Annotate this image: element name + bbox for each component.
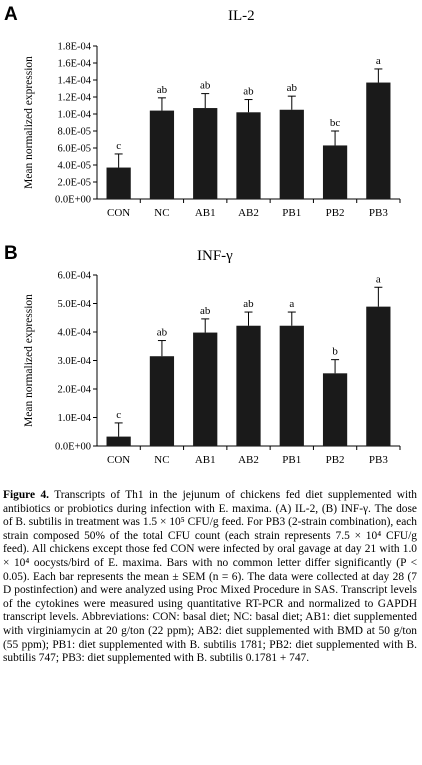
caption-text: Transcripts of Th1 in the jejunum of chi… bbox=[3, 489, 417, 665]
y-tick-label: 0.0E+00 bbox=[55, 195, 91, 206]
x-tick-label: AB2 bbox=[238, 454, 259, 466]
x-tick-label: PB1 bbox=[282, 454, 301, 466]
x-tick-label: PB2 bbox=[326, 454, 345, 466]
y-tick-label: 0.0E+00 bbox=[55, 442, 91, 453]
bar bbox=[322, 145, 348, 199]
y-axis-label: Mean normalized expression bbox=[23, 56, 35, 189]
x-tick-label: CON bbox=[107, 207, 130, 219]
panel-a: A IL-2 0.0E+00 2.0E-05 4.0E-05 6.0E-05 8.0E-… bbox=[0, 4, 422, 226]
il2-bar-chart: 0.0E+00 2.0E-05 4.0E-05 6.0E-05 8.0E-05 1.0E-… bbox=[23, 42, 401, 219]
y-tick-label: 1.2E-04 bbox=[57, 93, 91, 104]
significance-letter: a bbox=[376, 273, 381, 285]
bar bbox=[106, 167, 131, 199]
inf-gamma-bar-chart: 0.0E+00 1.0E-04 2.0E-04 3.0E-04 4.0E-04 5.0E-… bbox=[23, 271, 401, 466]
significance-letter: ab bbox=[200, 80, 211, 92]
significance-letter: c bbox=[116, 140, 121, 152]
y-tick-label: 4.0E-05 bbox=[57, 161, 91, 172]
significance-letter: bc bbox=[330, 117, 341, 129]
significance-letter: ab bbox=[243, 298, 254, 310]
x-tick-label: AB1 bbox=[195, 207, 216, 219]
bar bbox=[106, 436, 131, 446]
bar bbox=[366, 306, 391, 446]
x-tick-label: AB1 bbox=[195, 454, 216, 466]
panel-letter: B bbox=[4, 243, 18, 264]
bar bbox=[279, 109, 304, 199]
bar bbox=[279, 325, 304, 446]
chart-title: INF-γ bbox=[197, 248, 233, 264]
bar bbox=[322, 373, 348, 446]
x-tick-label: NC bbox=[154, 454, 169, 466]
y-tick-label: 1.6E-04 bbox=[57, 59, 91, 70]
x-tick-label: PB2 bbox=[326, 207, 345, 219]
x-tick-label: AB2 bbox=[238, 207, 259, 219]
panel-letter: A bbox=[4, 4, 18, 25]
y-tick-label: 6.0E-05 bbox=[57, 144, 91, 155]
y-tick-label: 1.4E-04 bbox=[57, 76, 91, 87]
significance-letter: ab bbox=[157, 84, 168, 96]
bar bbox=[236, 112, 261, 199]
significance-letter: a bbox=[376, 55, 381, 67]
figure-caption: Figure 4. Transcripts of Th1 in the jeju… bbox=[3, 489, 417, 666]
y-tick-label: 3.0E-04 bbox=[57, 356, 91, 367]
x-tick-label: CON bbox=[107, 454, 130, 466]
significance-letter: ab bbox=[243, 86, 254, 98]
significance-letter: a bbox=[289, 298, 294, 310]
y-tick-label: 1.0E-04 bbox=[57, 413, 91, 424]
y-tick-label: 2.0E-05 bbox=[57, 178, 91, 189]
chart-title: IL-2 bbox=[228, 8, 255, 24]
y-tick-label: 2.0E-04 bbox=[57, 385, 91, 396]
caption-label: Figure 4. bbox=[3, 489, 50, 501]
y-axis-label: Mean normalized expression bbox=[23, 294, 35, 427]
significance-letter: ab bbox=[157, 327, 168, 339]
x-tick-label: PB3 bbox=[369, 207, 388, 219]
x-tick-label: PB1 bbox=[282, 207, 301, 219]
x-tick-label: NC bbox=[154, 207, 169, 219]
significance-letter: ab bbox=[200, 305, 211, 317]
y-tick-label: 1.0E-04 bbox=[57, 110, 91, 121]
y-tick-label: 8.0E-05 bbox=[57, 127, 91, 138]
y-tick-label: 4.0E-04 bbox=[57, 328, 91, 339]
significance-letter: c bbox=[116, 409, 121, 421]
significance-letter: ab bbox=[287, 82, 298, 94]
bar bbox=[366, 82, 391, 199]
bar bbox=[193, 108, 218, 199]
bar bbox=[149, 110, 175, 199]
significance-letter: b bbox=[332, 346, 338, 358]
panel-b: B INF-γ 0.0E+00 1.0E-04 2.0E-04 3.0E-04 4.0E… bbox=[0, 243, 422, 475]
x-tick-label: PB3 bbox=[369, 454, 388, 466]
bar bbox=[236, 325, 261, 446]
y-tick-label: 1.8E-04 bbox=[57, 42, 91, 53]
bar bbox=[149, 356, 175, 446]
y-tick-label: 6.0E-04 bbox=[57, 271, 91, 282]
y-tick-label: 5.0E-04 bbox=[57, 299, 91, 310]
bar bbox=[193, 332, 218, 446]
